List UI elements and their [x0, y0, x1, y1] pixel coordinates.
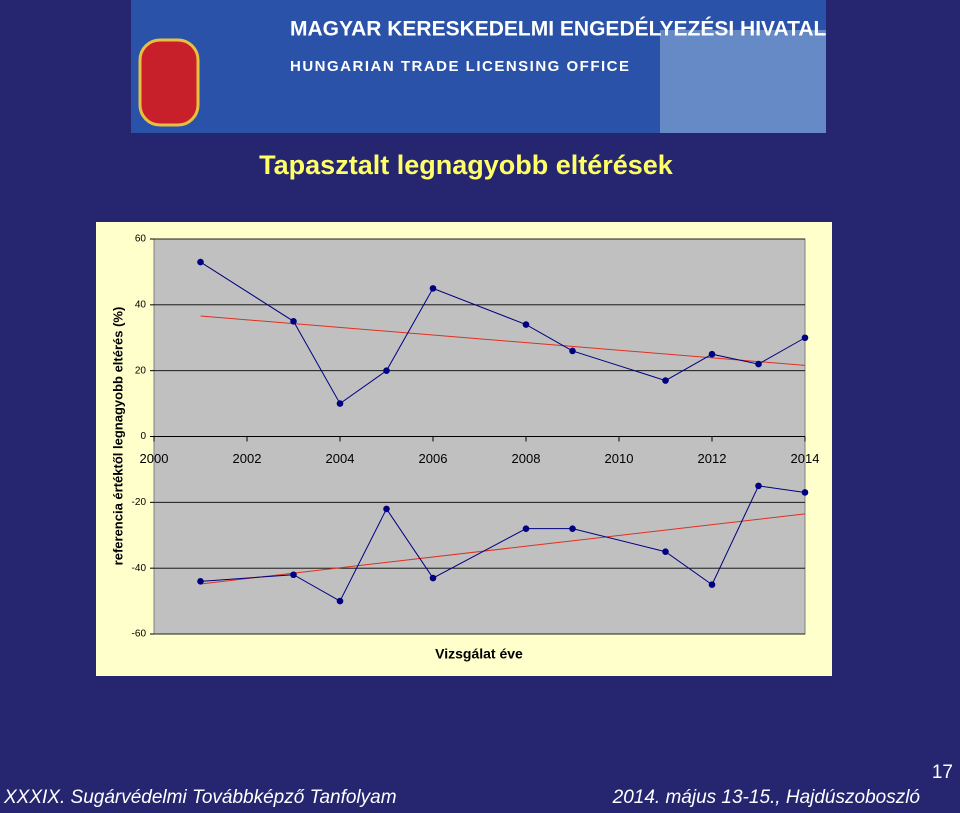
- point: [522, 321, 530, 328]
- point: [197, 258, 204, 266]
- point: [522, 525, 530, 532]
- point: [383, 367, 390, 374]
- banner: MAGYAR KERESKEDELMI ENGEDÉLYEZÉSI HIVATA…: [131, 0, 827, 133]
- point: [708, 350, 716, 358]
- slide-title: Tapasztalt legnagyobb eltérések: [259, 150, 674, 180]
- y-tick-label: 40: [135, 299, 147, 310]
- point: [336, 597, 344, 605]
- point: [662, 548, 669, 556]
- point: [801, 334, 809, 342]
- point: [290, 317, 297, 325]
- y-tick-label: 20: [135, 365, 147, 376]
- x-tick-label: 2006: [419, 451, 448, 466]
- coat-of-arms: [138, 38, 200, 127]
- x-axis-label: Vizsgálat éve: [435, 646, 523, 662]
- x-tick-label: 2010: [605, 451, 634, 466]
- banner-subtitle: HUNGARIAN TRADE LICENSING OFFICE: [290, 58, 631, 75]
- x-tick-label: 2014: [791, 451, 820, 466]
- y-tick-label: 0: [140, 431, 146, 442]
- point: [429, 574, 437, 582]
- point: [197, 578, 204, 585]
- x-tick-label: 2012: [698, 451, 727, 466]
- page-number: 17: [932, 762, 953, 783]
- footer-right: 2014. május 13-15., Hajdúszoboszló: [612, 787, 921, 808]
- plot: -60 -40 -20 0 20 40 60 2000 2002 2004 2006 2008 2010…: [132, 234, 820, 640]
- x-tick-label: 2002: [233, 451, 262, 466]
- point: [336, 400, 344, 407]
- x-tick-label: 2000: [140, 451, 169, 466]
- point: [755, 360, 762, 368]
- point: [429, 285, 437, 292]
- trend-line: [200, 315, 806, 366]
- point: [708, 581, 716, 588]
- point: [662, 377, 669, 384]
- y-tick-label: -60: [132, 629, 147, 640]
- y-tick-label: -40: [132, 563, 147, 574]
- x-tick-label: 2008: [512, 451, 541, 466]
- y-tick-label: -20: [132, 497, 147, 508]
- trend-line: [200, 513, 806, 585]
- point: [569, 525, 576, 532]
- banner-title: MAGYAR KERESKEDELMI ENGEDÉLYEZÉSI HIVATA…: [290, 18, 827, 41]
- point: [569, 347, 576, 355]
- point: [290, 571, 297, 579]
- footer-left: XXXIX. Sugárvédelmi Továbbképző Tanfolya…: [3, 787, 397, 808]
- y-tick-label: 60: [135, 234, 147, 245]
- point: [755, 482, 762, 490]
- building: [660, 30, 826, 133]
- y-axis-label: referencia értéktől legnagyobb eltérés (…: [110, 307, 125, 566]
- point: [801, 489, 809, 496]
- point: [383, 505, 390, 513]
- x-tick-label: 2004: [326, 451, 355, 466]
